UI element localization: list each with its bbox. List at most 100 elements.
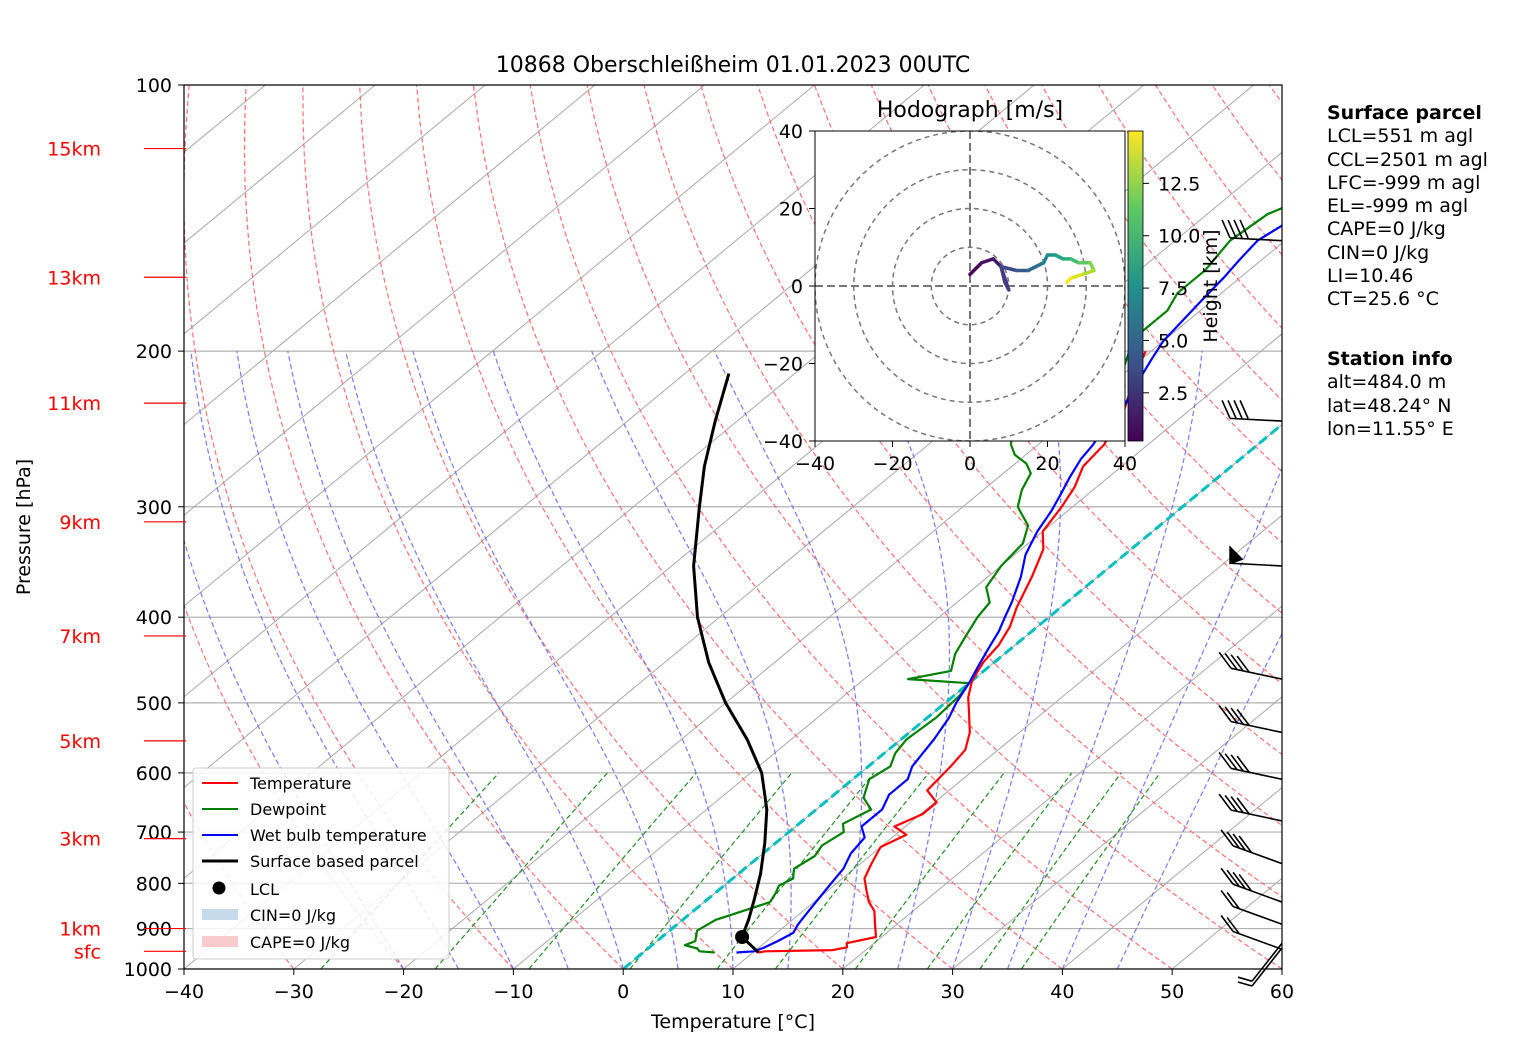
hodograph-plot [815, 131, 1125, 441]
dry-adiabat [184, 85, 514, 969]
dry-adiabat [243, 85, 624, 969]
x-tick-label: 30 [941, 981, 965, 1003]
isotherm-line [293, 151, 1282, 969]
hodo-y-tick-label: 20 [779, 199, 803, 221]
mixing-ratio-line [774, 772, 930, 969]
height-label: 11km [47, 393, 101, 415]
hodo-y-tick-label: 40 [779, 121, 803, 143]
wind-barbs [1218, 219, 1283, 987]
station-info-heading: Station info [1327, 348, 1453, 370]
dry-adiabat [302, 85, 734, 969]
dry-adiabat [416, 85, 953, 969]
wind-barb [1218, 793, 1283, 822]
wind-barb [1218, 705, 1283, 734]
wind-barb [1220, 867, 1283, 903]
moist-adiabat [866, 350, 951, 969]
lcl-marker [735, 929, 750, 944]
legend: Temperature Dewpoint Wet bulb temperatur… [192, 767, 450, 960]
height-label: 1km [59, 919, 101, 941]
dry-adiabat [984, 85, 1282, 473]
mixing-ratio-line [854, 772, 1005, 969]
x-tick-label: 50 [1160, 981, 1184, 1003]
colorbar-ticks: 2.5 5.0 7.5 10.0 12.5 [1143, 173, 1200, 405]
x-tick-label: 0 [617, 981, 629, 1003]
moist-adiabat [412, 350, 679, 969]
wind-barb [1218, 651, 1283, 680]
colorbar-tick-label: 10.0 [1158, 226, 1200, 248]
x-tick-label: −20 [384, 981, 424, 1003]
el-value: EL=-999 m agl [1327, 195, 1469, 218]
isotherm-line [184, 85, 815, 607]
dry-adiabat [472, 85, 1063, 969]
hodo-segment [1080, 268, 1096, 277]
x-tick-label: 40 [1050, 981, 1074, 1003]
height-label: 9km [59, 512, 101, 534]
isotherm-line [184, 85, 486, 335]
moist-adiabat [1116, 632, 1282, 969]
height-colorbar [1127, 130, 1144, 442]
x-tick-label: −40 [164, 981, 204, 1003]
ccl-value: CCL=2501 m agl [1327, 148, 1488, 171]
y-tick-label: 100 [136, 75, 172, 97]
y-tick-label: 200 [136, 341, 172, 363]
isotherm-line [403, 242, 1282, 969]
lfc-value: LFC=-999 m agl [1327, 171, 1481, 194]
zero-isotherm-line [622, 422, 1282, 969]
isotherm-line [184, 85, 596, 426]
hodo-x-tick-label: −20 [872, 453, 912, 475]
mixing-ratio-line [979, 772, 1122, 969]
height-label: 7km [59, 626, 101, 648]
x-tick-label: 20 [831, 981, 855, 1003]
height-label: sfc [74, 941, 101, 963]
moist-adiabat [591, 350, 792, 969]
colorbar-tick-label: 12.5 [1158, 173, 1200, 195]
moist-adiabat [287, 350, 569, 969]
hodo-segment [968, 261, 984, 277]
dry-adiabat [359, 85, 844, 969]
cin-value: CIN=0 J/kg [1327, 241, 1430, 264]
legend-parcel: Surface based parcel [250, 852, 419, 871]
legend-wetbulb: Wet bulb temperature [250, 826, 427, 845]
moist-adiabat [1006, 351, 1203, 969]
wind-barb [1237, 947, 1283, 987]
x-tick-label: 10 [721, 981, 745, 1003]
wind-barb [1237, 942, 1283, 982]
hodo-x-tick-label: −40 [795, 453, 835, 475]
cape-value: CAPE=0 J/kg [1327, 218, 1446, 241]
moist-adiabat [952, 350, 1062, 969]
mixing-ratio-line [434, 772, 608, 969]
chart-title: 10868 Oberschleißheim 01.01.2023 00UTC [496, 53, 971, 78]
isotherm-line [184, 85, 925, 698]
y-tick-label: 500 [136, 693, 172, 715]
colorbar-tick-label: 5.0 [1158, 330, 1188, 352]
series-wet-bulb-temperature [736, 224, 1282, 954]
isotherm-line [1062, 786, 1282, 969]
hodo-segment [1065, 276, 1073, 284]
colorbar-label: Height [km] [1200, 229, 1222, 342]
height-label: 15km [47, 139, 101, 161]
y-tick-label: 900 [136, 919, 172, 941]
wind-barb [1220, 829, 1283, 865]
mixing-ratio-line [629, 772, 793, 969]
isotherm-line [184, 85, 705, 516]
dry-adiabat [927, 85, 1282, 544]
x-tick-label: −30 [274, 981, 314, 1003]
colorbar-tick-label: 2.5 [1158, 383, 1188, 405]
wind-barb [1221, 400, 1283, 422]
x-tick-label: −10 [493, 981, 533, 1003]
y-tick-label: 800 [136, 873, 172, 895]
li-value: LI=10.46 [1327, 265, 1414, 288]
height-label: 3km [59, 829, 101, 851]
moist-adiabat [1061, 466, 1282, 969]
hodo-y-tick-label: −40 [763, 431, 803, 453]
mixing-ratio-line [1021, 772, 1161, 969]
hodo-x-tick-label: 20 [1035, 453, 1059, 475]
hodo-x-tick-label: 0 [964, 453, 976, 475]
surface-parcel-heading: Surface parcel [1327, 102, 1482, 124]
y-axis: 1000 900 800 700 600 500 400 300 200 100 [124, 75, 184, 981]
station-alt: alt=484.0 m [1327, 371, 1447, 394]
wind-barb [1220, 915, 1283, 951]
y-tick-label: 700 [136, 822, 172, 844]
